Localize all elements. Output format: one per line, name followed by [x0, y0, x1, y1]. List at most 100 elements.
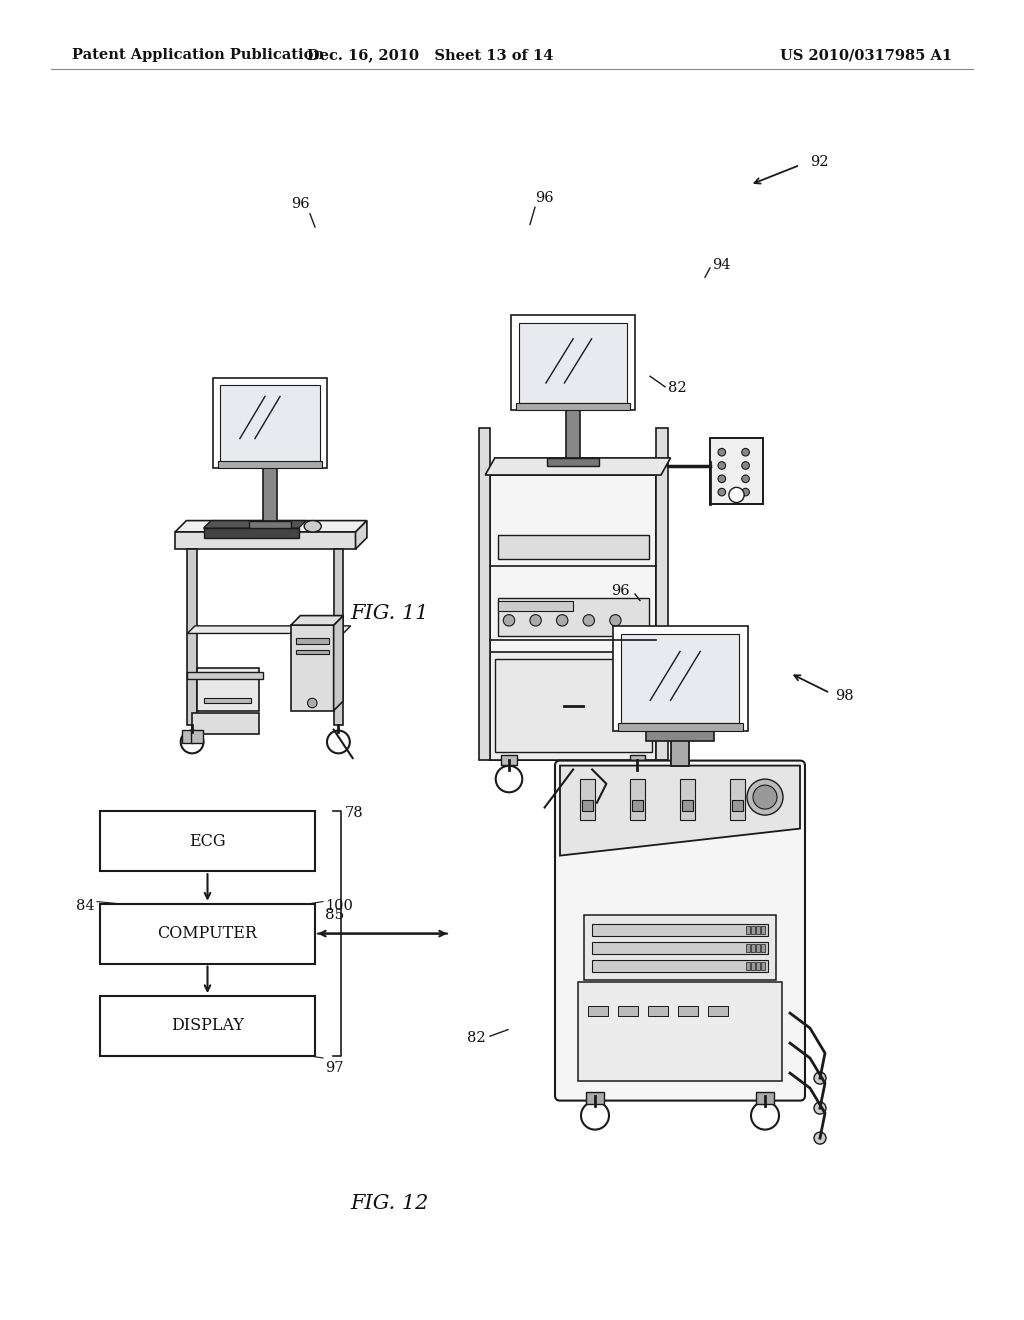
Bar	[588, 1006, 608, 1016]
Bar	[621, 634, 739, 722]
Bar	[296, 649, 329, 653]
Bar	[732, 800, 743, 810]
Circle shape	[504, 615, 515, 626]
Bar	[746, 962, 750, 970]
Circle shape	[718, 475, 726, 483]
Bar	[592, 924, 768, 936]
Bar	[586, 1092, 604, 1104]
Text: 78: 78	[345, 807, 364, 820]
Bar	[578, 982, 782, 1081]
Text: 96: 96	[535, 190, 554, 205]
Bar	[682, 800, 693, 810]
Bar	[205, 698, 251, 704]
Bar	[263, 469, 276, 520]
Text: 96: 96	[611, 585, 630, 598]
Bar	[100, 904, 315, 964]
Circle shape	[718, 462, 726, 470]
Bar	[592, 942, 768, 954]
Text: 96: 96	[292, 197, 310, 211]
Bar	[761, 962, 765, 970]
Text: US 2010/0317985 A1: US 2010/0317985 A1	[780, 49, 952, 62]
Bar	[756, 1092, 774, 1104]
Bar	[656, 428, 668, 760]
Bar	[632, 800, 643, 810]
Bar	[746, 944, 750, 952]
Bar	[490, 475, 656, 760]
Bar	[617, 722, 742, 730]
Bar	[751, 944, 755, 952]
Bar	[291, 626, 334, 710]
Bar	[730, 779, 745, 820]
Bar	[566, 411, 580, 458]
Ellipse shape	[304, 520, 322, 532]
FancyBboxPatch shape	[612, 626, 748, 730]
Bar	[751, 927, 755, 935]
Circle shape	[751, 1102, 779, 1130]
Text: 97: 97	[325, 1061, 343, 1074]
Circle shape	[814, 1072, 826, 1084]
Circle shape	[583, 615, 595, 626]
Text: 85: 85	[326, 908, 345, 921]
Polygon shape	[485, 458, 671, 475]
Bar	[100, 997, 315, 1056]
Circle shape	[741, 488, 750, 496]
Bar	[218, 461, 323, 469]
Circle shape	[718, 488, 726, 496]
Bar	[197, 668, 259, 710]
Polygon shape	[355, 520, 367, 549]
Bar	[680, 779, 695, 820]
Bar	[187, 672, 263, 680]
Polygon shape	[291, 615, 343, 626]
Bar	[746, 927, 750, 935]
Bar	[751, 962, 755, 970]
Bar	[711, 438, 763, 504]
Bar	[478, 428, 490, 760]
Text: 84: 84	[77, 899, 95, 912]
Text: DISPLAY: DISPLAY	[171, 1018, 244, 1035]
Circle shape	[746, 779, 783, 814]
Bar	[708, 1006, 728, 1016]
Text: ECG: ECG	[189, 833, 226, 850]
Polygon shape	[204, 528, 299, 537]
Bar	[630, 755, 645, 764]
Circle shape	[753, 785, 777, 809]
Circle shape	[741, 475, 750, 483]
Circle shape	[729, 487, 744, 503]
Circle shape	[814, 1133, 826, 1144]
Circle shape	[556, 615, 568, 626]
Text: Patent Application Publication: Patent Application Publication	[72, 49, 324, 62]
Bar	[756, 944, 760, 952]
Circle shape	[609, 615, 622, 626]
Circle shape	[624, 766, 650, 792]
Bar	[761, 944, 765, 952]
Bar	[193, 713, 259, 734]
Text: COMPUTER: COMPUTER	[158, 925, 257, 942]
Bar	[502, 755, 516, 764]
Circle shape	[180, 730, 204, 754]
Bar	[646, 730, 714, 741]
Bar	[191, 730, 203, 743]
Text: 82: 82	[467, 1031, 486, 1044]
Bar	[181, 730, 194, 743]
Bar	[498, 602, 573, 611]
Text: 82: 82	[668, 381, 687, 395]
FancyBboxPatch shape	[213, 378, 327, 469]
Bar	[756, 962, 760, 970]
Text: FIG. 11: FIG. 11	[350, 605, 428, 623]
Text: FIG. 12: FIG. 12	[350, 1195, 428, 1213]
Bar	[490, 652, 656, 760]
FancyBboxPatch shape	[511, 315, 635, 411]
Circle shape	[496, 766, 522, 792]
Bar	[548, 458, 599, 466]
Polygon shape	[175, 532, 355, 549]
Bar	[516, 403, 630, 411]
Bar	[249, 520, 292, 528]
Circle shape	[307, 698, 317, 708]
Bar	[334, 549, 343, 725]
Bar	[584, 915, 776, 979]
Bar	[582, 800, 593, 810]
Polygon shape	[187, 626, 351, 634]
Circle shape	[741, 449, 750, 455]
Text: 100: 100	[325, 899, 353, 912]
Circle shape	[529, 615, 542, 626]
